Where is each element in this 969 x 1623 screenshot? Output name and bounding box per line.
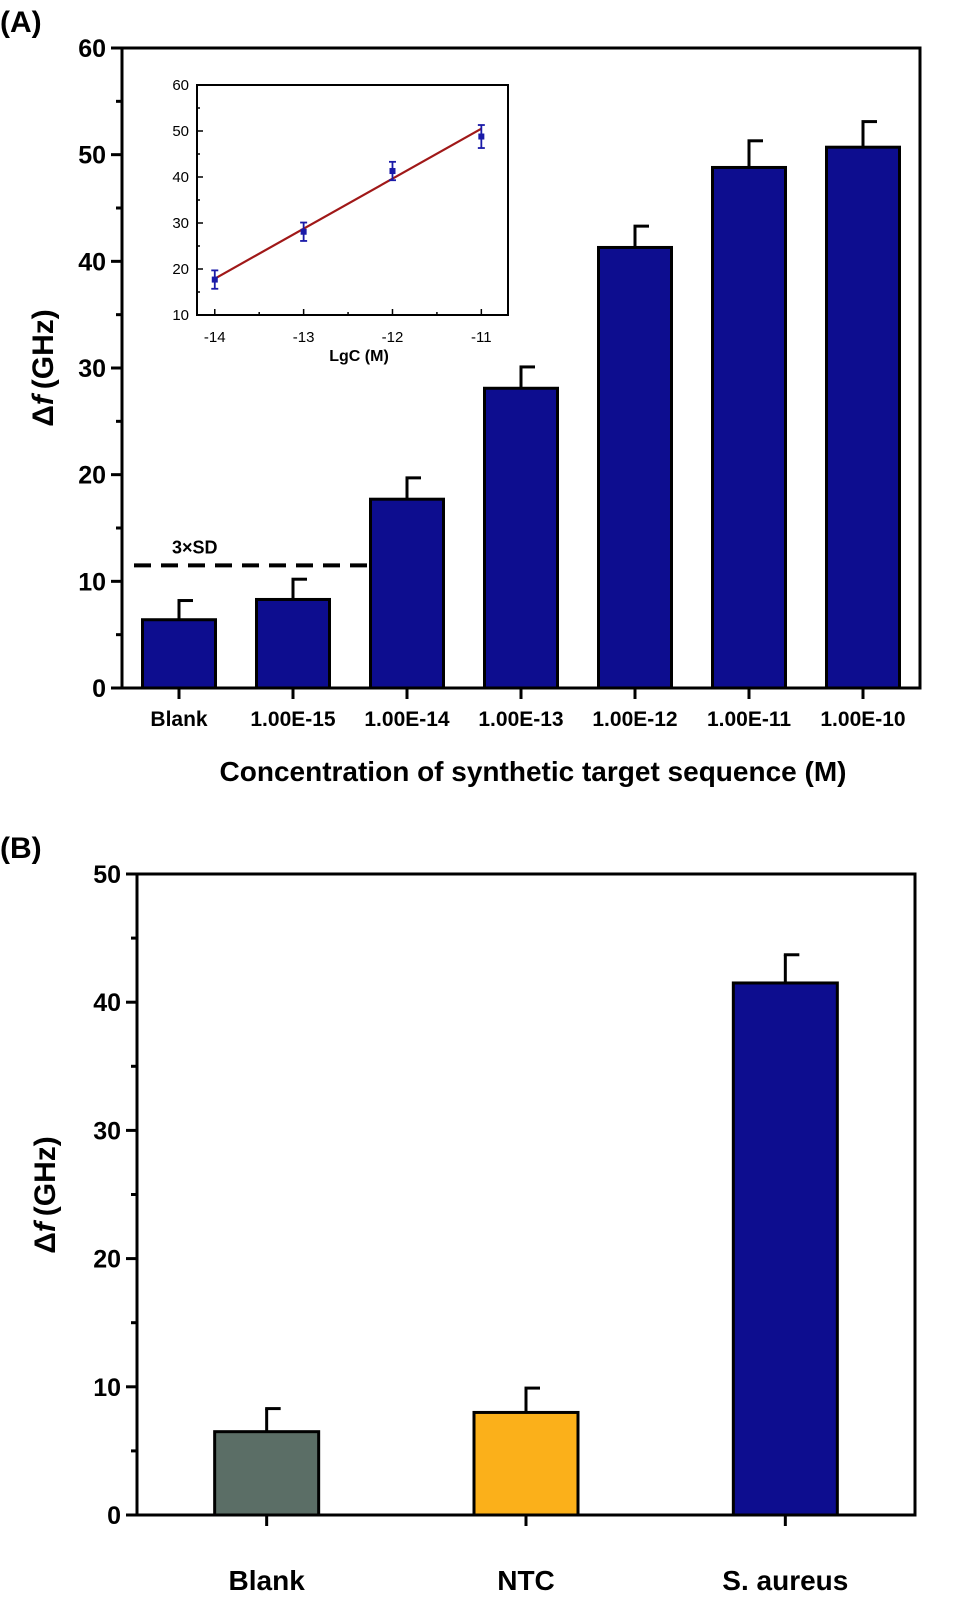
y-tick-label: 30 [93,1117,121,1145]
inset-x-axis: -14 -13 -12 -11 [204,309,492,346]
panel-a-x-axis: Blank 1.00E-15 1.00E-14 1.00E-13 1.00E-12 1.0… [150,688,906,731]
x-tick-label: 1.00E-12 [592,708,677,731]
inset-point [389,168,396,175]
x-tick-label: Blank [229,1565,306,1596]
y-tick-label: 40 [78,248,106,276]
x-tick-label: Blank [150,708,208,731]
inset-points [211,124,485,290]
inset-y-tick-label: 20 [172,261,189,278]
inset-x-tick-label: -13 [293,329,315,346]
inset-plot: 10 20 30 40 50 60 -14 -13 -12 -11 LgC (M) [172,77,509,365]
panel-a-y-axis-label: Δf(GHz) [27,309,60,427]
y-tick-label: 60 [78,35,106,63]
bar [255,597,331,690]
inset-x-tick-label: -11 [471,329,492,346]
y-tick-label: 0 [107,1502,121,1530]
y-tick-label: 30 [78,355,106,383]
inset-y-tick-label: 60 [172,77,189,94]
x-tick-label: 1.00E-14 [364,708,450,731]
y-tick-label: 10 [93,1374,121,1402]
panel-a: (A) 3×SD 0 10 20 30 40 50 60 Blank 1.00E-15 1.00… [0,6,922,787]
y-tick-label: 10 [78,568,106,596]
bar [472,1410,580,1517]
panel-b-y-axis-label: Δf(GHz) [29,1136,62,1254]
inset-point [300,228,307,235]
inset-x-tick-label: -14 [204,329,226,346]
panel-b-bars [213,981,839,1517]
x-tick-label: 1.00E-13 [478,708,563,731]
inset-point [478,133,485,140]
panel-a-y-axis: 0 10 20 30 40 50 60 [78,35,122,703]
inset-y-tick-label: 10 [172,307,189,324]
y-tick-label: 20 [93,1246,121,1274]
panel-a-error-bars [177,120,877,620]
y-tick-label: 40 [93,989,121,1017]
inset-fit-line [214,127,482,280]
y-tick-label: 0 [92,675,106,703]
inset-x-axis-label: LgC (M) [329,348,389,365]
panel-b-label: (B) [0,832,42,865]
bar [483,386,559,690]
y-tick-label: 20 [78,462,106,490]
bar [711,165,787,690]
panel-b-error-bars [265,953,800,1432]
bar [141,618,217,690]
panel-a-bars [141,145,901,690]
y-tick-label: 50 [93,861,121,889]
x-tick-label: 1.00E-10 [820,708,905,731]
threshold-label: 3×SD [172,537,218,557]
inset-y-axis: 10 20 30 40 50 60 [172,77,203,324]
bar [731,981,839,1517]
inset-y-tick-label: 40 [172,169,189,186]
inset-point [211,276,218,283]
y-tick-label: 50 [78,142,106,170]
bar [213,1430,321,1517]
x-tick-label: NTC [497,1565,555,1596]
panel-b-y-axis: 0 10 20 30 40 50 [93,861,137,1530]
bar [597,245,673,690]
panel-b: (B) 0 10 20 30 40 50 Blank NTC S. aureus Δf(GHz… [0,832,917,1596]
panel-b-x-axis: Blank NTC S. aureus [229,1515,848,1596]
x-tick-label: 1.00E-15 [250,708,336,731]
inset-y-tick-label: 50 [172,123,189,140]
x-tick-label: 1.00E-11 [707,708,791,731]
inset-y-tick-label: 30 [172,215,189,232]
inset-x-tick-label: -12 [382,329,404,346]
panel-a-threshold: 3×SD [134,537,371,568]
bar [369,497,445,690]
panel-a-label: (A) [0,6,42,39]
x-tick-label: S. aureus [722,1565,848,1596]
bar [825,145,901,690]
inset-fit-line-path [214,127,482,280]
panel-a-x-axis-label: Concentration of synthetic target sequen… [220,756,847,787]
